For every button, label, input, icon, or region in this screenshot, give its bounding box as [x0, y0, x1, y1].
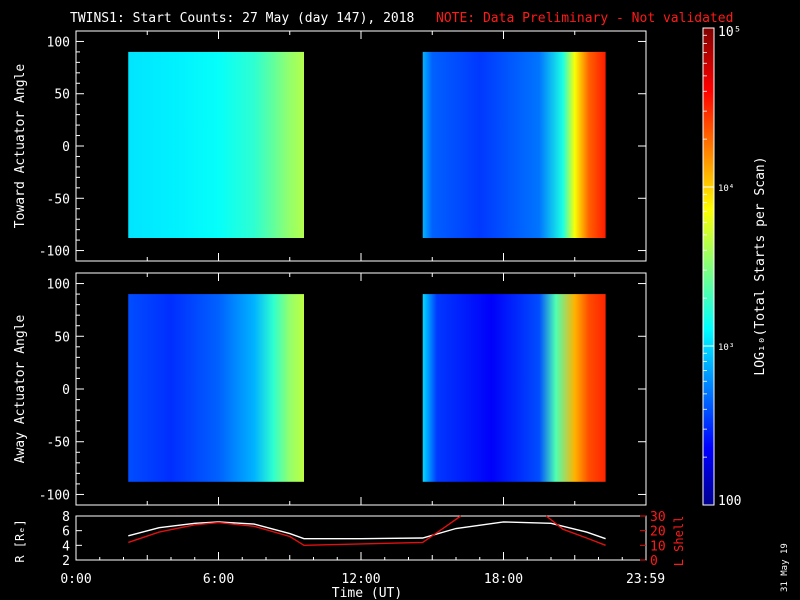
- colorbar-tick-label: 10³: [718, 343, 734, 353]
- colorbar-tick-label: 10⁵: [718, 25, 741, 40]
- lshell-ylabel: L Shell: [672, 516, 686, 567]
- lshell-curve: [128, 515, 462, 547]
- colorbar-tick-label: 100: [718, 494, 741, 509]
- y-tick-label: 100: [47, 35, 70, 50]
- r-tick-label: 4: [62, 539, 70, 554]
- lshell-tick-label: 20: [650, 525, 666, 540]
- lshell-tick-label: 0: [650, 554, 658, 569]
- away-heatmap-data: [128, 294, 606, 482]
- chart-title: TWINS1: Start Counts: 27 May (day 147), …: [70, 11, 414, 26]
- y-tick-label: -100: [39, 245, 70, 260]
- r-ylabel: R [Rₑ]: [13, 519, 27, 562]
- data-note: NOTE: Data Preliminary - Not validated: [436, 11, 733, 26]
- y-tick-label: 50: [54, 88, 70, 103]
- colorbar-tick-label: 10⁴: [718, 184, 734, 194]
- lshell-curve: [545, 515, 606, 546]
- heatmap-block: [422, 294, 606, 482]
- colorbar-gradient: [703, 28, 714, 505]
- y-tick-label: 0: [62, 140, 70, 155]
- y-tick-label: -100: [39, 488, 70, 503]
- r-curve: [128, 521, 606, 540]
- toward-ylabel: Toward Actuator Angle: [13, 64, 28, 229]
- r-tick-label: 6: [62, 525, 70, 540]
- x-tick-label: 0:00: [60, 572, 91, 587]
- toward-heatmap-panel: -100 -50 0 50 100 Toward Actuator Angle: [13, 30, 647, 262]
- colorbar-label: LOG₁₀(Total Starts per Scan): [753, 156, 768, 375]
- colorbar-ticks: 100 10³ 10⁴ 10⁵: [703, 25, 741, 509]
- toward-heatmap-data: [128, 51, 606, 239]
- away-heatmap-panel: -100 -50 0 50 100 Away Actuator Angle: [13, 272, 647, 506]
- r-tick-label: 8: [62, 510, 70, 525]
- plot-date-stamp: 31 May 19: [780, 543, 790, 592]
- heatmap-block: [422, 51, 606, 239]
- y-tick-label: -50: [47, 436, 70, 451]
- x-tick-label: 18:00: [484, 572, 523, 587]
- lshell-tick-label: 10: [650, 539, 666, 554]
- colorbar: 100 10³ 10⁴ 10⁵ LOG₁₀(Total Starts per Scan…: [702, 25, 768, 509]
- x-tick-label: 6:00: [203, 572, 234, 587]
- ephemeris-lines: [128, 515, 606, 547]
- toward-axis: -100 -50 0 50 100: [39, 31, 647, 261]
- y-tick-label: 100: [47, 278, 70, 293]
- r-tick-label: 2: [62, 554, 70, 569]
- time-xlabel: Time (UT): [332, 586, 402, 600]
- away-axis: -100 -50 0 50 100: [39, 273, 647, 505]
- y-tick-label: 0: [62, 383, 70, 398]
- x-tick-label: 12:00: [341, 572, 380, 587]
- y-tick-label: 50: [54, 330, 70, 345]
- lshell-tick-label: 30: [650, 510, 666, 525]
- heatmap-block: [128, 51, 304, 239]
- x-tick-label: 23:59: [626, 572, 665, 587]
- y-tick-label: -50: [47, 192, 70, 207]
- heatmap-block: [128, 294, 304, 482]
- away-ylabel: Away Actuator Angle: [13, 314, 28, 463]
